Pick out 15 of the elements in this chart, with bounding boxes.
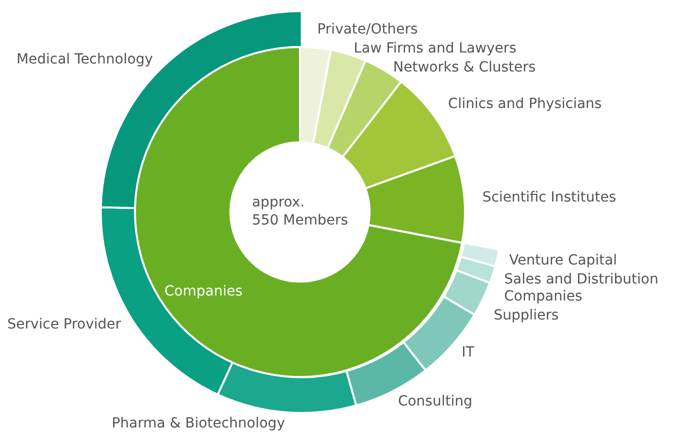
slice-label: Law Firms and Lawyers bbox=[354, 40, 516, 56]
slice-label: Suppliers bbox=[494, 308, 559, 324]
slice-label: Networks & Clusters bbox=[393, 59, 536, 76]
slice-label: IT bbox=[462, 344, 475, 360]
slice-label: Medical Technology bbox=[16, 51, 153, 68]
slice-label: Service Provider bbox=[7, 316, 122, 332]
slice-label: Sales and Distribution Companies bbox=[504, 272, 658, 305]
slice-label: Scientific Institutes bbox=[482, 189, 616, 206]
slice-label: Private/Others bbox=[317, 21, 418, 38]
slice-label: Companies bbox=[164, 284, 243, 300]
slice-label: Venture Capital bbox=[509, 252, 618, 269]
slice-label: Clinics and Physicians bbox=[448, 96, 602, 112]
slice-label: Consulting bbox=[398, 394, 472, 410]
slice-label: Pharma & Biotechnology bbox=[112, 416, 285, 432]
text: approx. 550 Members bbox=[252, 194, 348, 229]
